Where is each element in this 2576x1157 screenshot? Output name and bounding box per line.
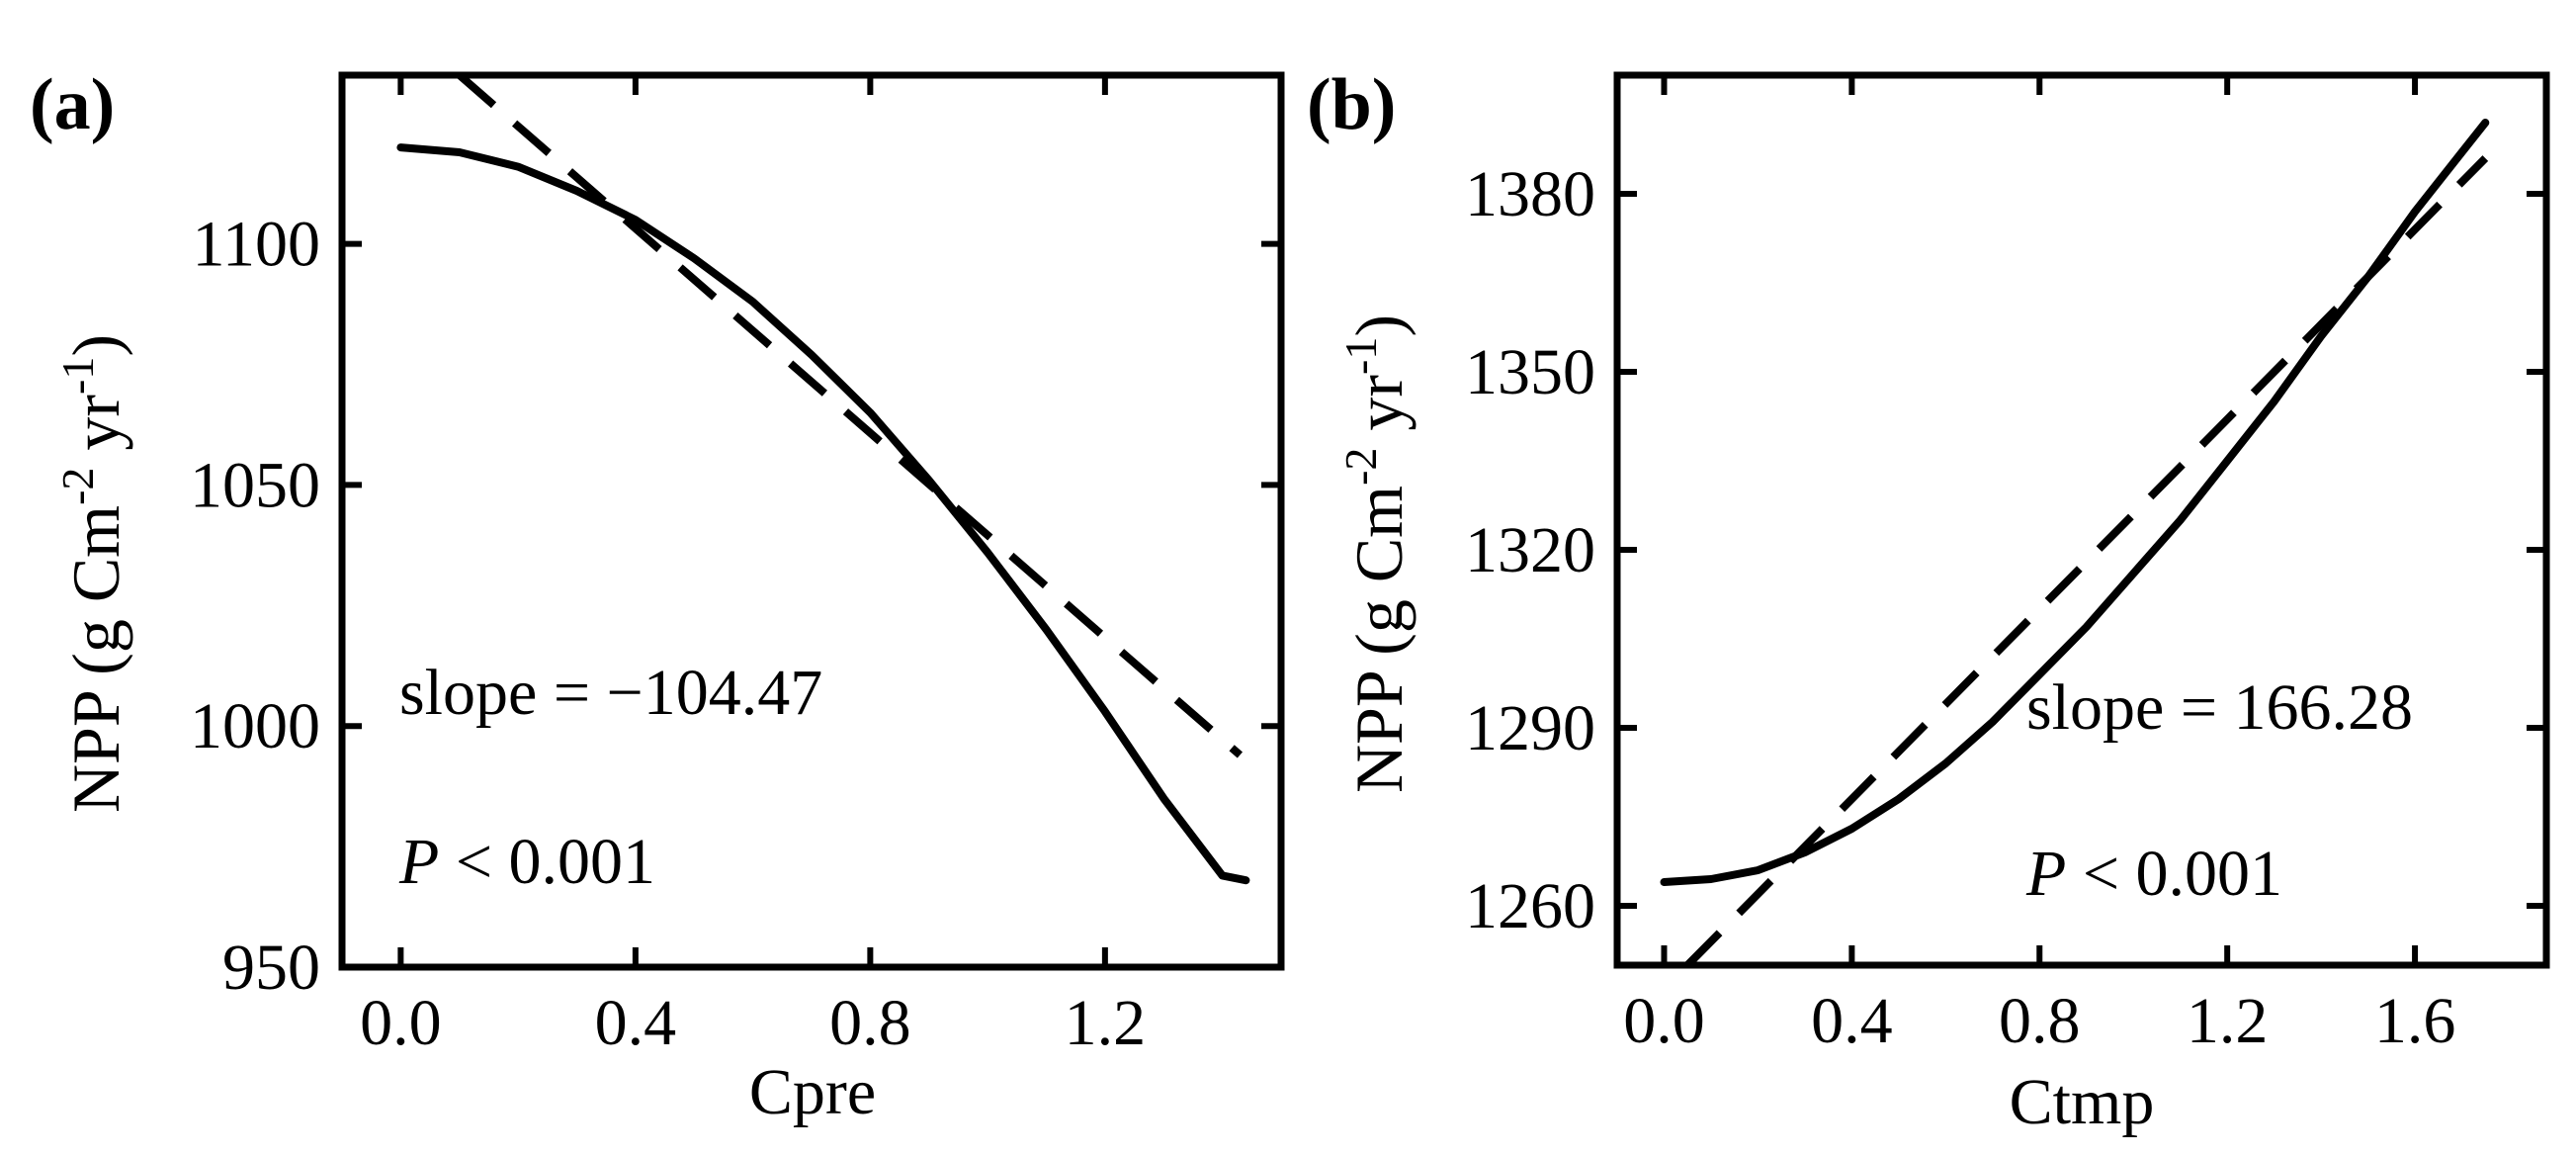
- panel-a: (a) NPP (g Cm-2 yr-1) 950 1000 1050 1100 0.…: [30, 64, 1285, 1128]
- y-ticks: 950 1000 1050 1100: [190, 209, 1281, 1004]
- p-value-annotation: P < 0.001: [2025, 838, 2282, 910]
- x-ticks: 0.0 0.4 0.8 1.2 1.6: [1623, 75, 2455, 1057]
- y-axis-title: NPP (g Cm-2 yr-1): [52, 334, 133, 813]
- y-tick-label: 1290: [1465, 692, 1595, 764]
- slope-annotation: slope = 166.28: [2026, 671, 2413, 744]
- x-tick-label: 1.2: [2187, 985, 2269, 1057]
- plot-frame: [1613, 71, 2550, 969]
- x-tick-label: 0.4: [595, 987, 677, 1059]
- x-axis-title: Ctmp: [2010, 1066, 2155, 1138]
- fitted-curve-line: [396, 143, 1250, 885]
- panel-label: (b): [1307, 64, 1396, 145]
- fitted-curve-line: [1660, 119, 2490, 886]
- x-tick-label: 1.2: [1065, 987, 1147, 1059]
- x-tick-label: 0.8: [829, 987, 911, 1059]
- x-tick-label: 0.4: [1811, 985, 1893, 1057]
- x-tick-label: 1.6: [2374, 985, 2456, 1057]
- series-group: [396, 71, 1250, 885]
- y-tick-label: 1320: [1465, 514, 1595, 586]
- y-tick-label: 1000: [190, 690, 320, 762]
- x-ticks: 0.0 0.4 0.8 1.2: [360, 75, 1146, 1059]
- panel-b: (b) NPP (g Cm-2 yr-1) 1260 1290 1320 1350 13…: [1307, 64, 2550, 1138]
- x-axis-title: Cpre: [749, 1056, 876, 1128]
- y-tick-label: 1050: [190, 449, 320, 521]
- series-group: [1660, 119, 2490, 968]
- p-value-annotation: P < 0.001: [398, 826, 655, 898]
- x-tick-label: 0.0: [360, 987, 442, 1059]
- linear-fit-line: [1684, 155, 2489, 968]
- x-tick-label: 0.0: [1623, 985, 1705, 1057]
- linear-fit-line: [457, 71, 1244, 758]
- y-tick-label: 950: [222, 932, 320, 1004]
- plot-frame: [338, 71, 1285, 971]
- slope-annotation: slope = −104.47: [399, 657, 822, 729]
- panel-label: (a): [30, 64, 115, 145]
- y-tick-label: 1100: [192, 209, 320, 281]
- y-tick-label: 1350: [1465, 336, 1595, 408]
- y-tick-label: 1260: [1465, 870, 1595, 942]
- y-axis-title: NPP (g Cm-2 yr-1): [1335, 314, 1417, 793]
- y-tick-label: 1380: [1465, 158, 1595, 230]
- x-tick-label: 0.8: [1999, 985, 2081, 1057]
- y-ticks: 1260 1290 1320 1350 1380: [1465, 158, 2546, 942]
